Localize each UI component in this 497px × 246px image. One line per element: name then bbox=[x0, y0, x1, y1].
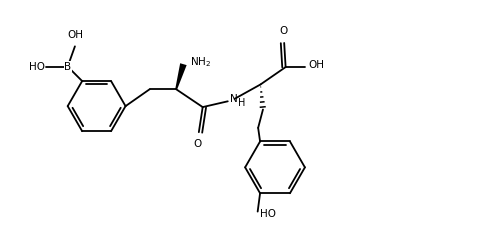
Polygon shape bbox=[175, 63, 187, 90]
Text: O: O bbox=[194, 139, 202, 149]
Text: O: O bbox=[280, 26, 288, 36]
Text: HO: HO bbox=[29, 62, 45, 72]
Text: HO: HO bbox=[260, 209, 276, 219]
Text: OH: OH bbox=[67, 30, 83, 40]
Text: NH$_2$: NH$_2$ bbox=[190, 55, 211, 69]
Text: B: B bbox=[64, 62, 71, 72]
Text: N: N bbox=[230, 94, 238, 104]
Text: OH: OH bbox=[309, 60, 325, 70]
Text: H: H bbox=[239, 98, 246, 108]
